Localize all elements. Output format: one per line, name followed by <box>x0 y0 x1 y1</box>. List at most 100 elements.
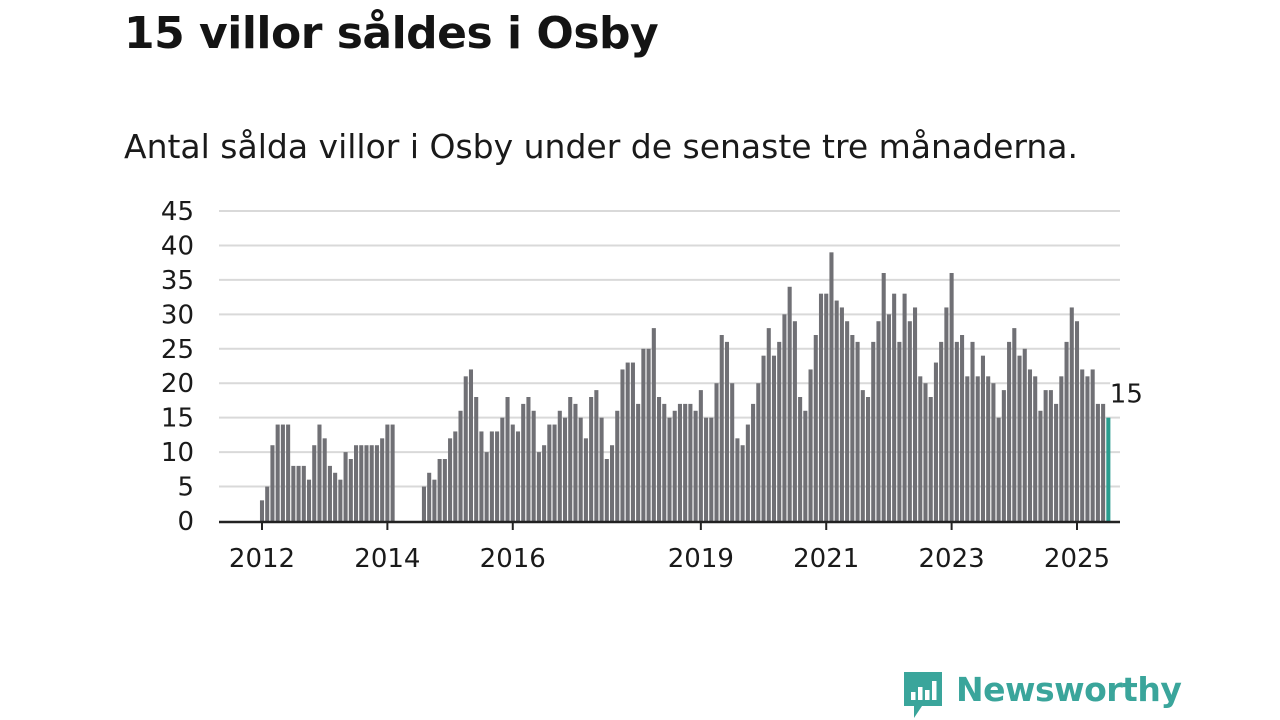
bar <box>745 424 750 521</box>
bar <box>892 293 897 521</box>
bar <box>766 328 771 521</box>
x-tick-label: 2016 <box>480 544 546 574</box>
bar <box>986 376 991 521</box>
bar <box>594 390 599 521</box>
bar <box>573 403 578 521</box>
bar <box>808 369 813 521</box>
bar <box>881 273 886 521</box>
bar <box>354 445 359 521</box>
bar <box>521 403 526 521</box>
bar <box>589 397 594 521</box>
bar <box>855 341 860 521</box>
bar <box>709 417 714 521</box>
bar <box>777 341 782 521</box>
bar <box>829 252 834 522</box>
y-tick-label: 10 <box>161 438 194 468</box>
bar <box>338 479 343 521</box>
bar <box>975 376 980 521</box>
bar <box>845 321 850 521</box>
bar <box>369 445 374 521</box>
bar <box>500 417 505 521</box>
bar <box>510 424 515 521</box>
bar <box>688 403 693 521</box>
bar <box>944 307 949 521</box>
bar <box>1101 403 1106 521</box>
bar <box>824 293 829 521</box>
bar <box>918 376 923 521</box>
bar <box>897 341 902 521</box>
bar <box>960 335 965 521</box>
bar <box>698 390 703 521</box>
newsworthy-logo-icon <box>904 672 942 718</box>
bar <box>876 321 881 521</box>
bar <box>306 479 312 521</box>
bar <box>730 383 735 521</box>
bar <box>270 445 275 521</box>
bar <box>740 445 745 521</box>
bar <box>453 431 458 521</box>
bar <box>860 390 865 521</box>
bar <box>886 314 891 521</box>
bar <box>505 397 510 521</box>
bar <box>599 417 604 521</box>
bar <box>704 417 709 521</box>
bar <box>374 445 379 521</box>
bar <box>965 376 970 521</box>
bar <box>756 383 761 521</box>
bar <box>646 348 651 521</box>
last-value-label: 15 <box>1110 380 1143 410</box>
bar <box>907 321 912 521</box>
bar <box>568 397 573 521</box>
bar <box>803 410 808 521</box>
bar <box>542 445 547 521</box>
bar <box>751 403 756 521</box>
bar <box>651 328 656 521</box>
bar <box>1090 369 1095 521</box>
y-tick-label: 25 <box>161 335 194 365</box>
bar <box>495 431 500 521</box>
bar <box>1027 369 1033 521</box>
bar <box>463 376 468 521</box>
bar <box>1074 321 1080 521</box>
bar <box>933 362 938 521</box>
bar <box>390 424 395 521</box>
bar <box>839 307 844 521</box>
bar <box>531 410 536 521</box>
bar <box>448 438 453 521</box>
bar <box>871 341 876 521</box>
bar <box>787 286 792 521</box>
brand-logo: Newsworthy <box>902 670 1182 720</box>
x-tick-label: 2023 <box>919 544 985 574</box>
bar <box>928 397 933 521</box>
bar <box>615 410 620 521</box>
bar <box>636 403 641 521</box>
bar <box>265 486 270 521</box>
last-value-annotation: 15 <box>1107 377 1145 412</box>
bar <box>333 472 338 521</box>
y-tick-label: 40 <box>161 231 194 261</box>
bar <box>1059 376 1064 521</box>
bar <box>1054 403 1059 521</box>
bar <box>996 417 1001 521</box>
x-tick-label: 2014 <box>354 544 420 574</box>
bar-latest <box>1106 417 1111 521</box>
bar <box>1085 376 1090 521</box>
bar <box>1080 369 1085 521</box>
bar <box>562 417 568 521</box>
bar <box>782 314 787 521</box>
bar <box>468 369 474 521</box>
bar <box>724 341 730 521</box>
bar <box>672 410 677 521</box>
bar <box>1048 390 1053 521</box>
bar <box>604 459 609 521</box>
x-axis-ticks: 2012 2014 2016 2019 2021 2023 2025 <box>229 522 1110 574</box>
x-tick-label: 2012 <box>229 544 295 574</box>
bar <box>771 355 777 521</box>
bar <box>662 403 667 521</box>
bar <box>683 403 688 521</box>
x-tick-label: 2025 <box>1044 544 1110 574</box>
bar <box>641 348 646 521</box>
bar <box>949 273 954 521</box>
y-tick-label: 20 <box>161 369 194 399</box>
bar <box>317 424 322 521</box>
